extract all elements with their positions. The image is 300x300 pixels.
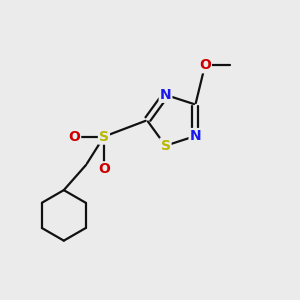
Text: O: O bbox=[98, 162, 110, 176]
Text: S: S bbox=[99, 130, 109, 144]
Text: N: N bbox=[160, 88, 171, 102]
Text: S: S bbox=[160, 139, 170, 153]
Text: N: N bbox=[190, 129, 201, 143]
Text: O: O bbox=[68, 130, 80, 144]
Text: O: O bbox=[199, 58, 211, 72]
